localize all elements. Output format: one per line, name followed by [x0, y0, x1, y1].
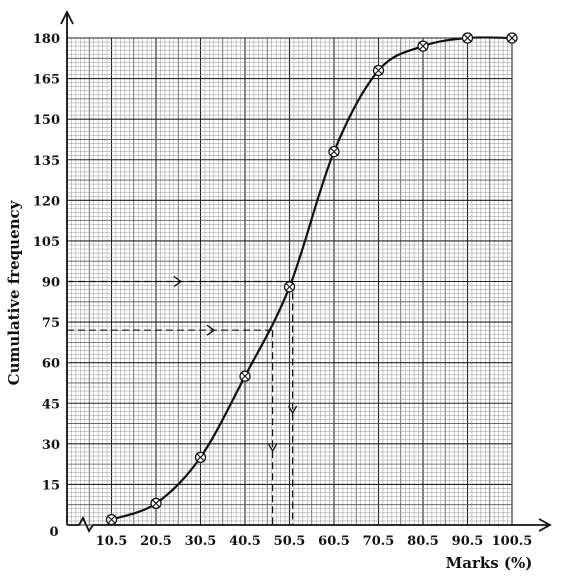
- y-tick-label: 60: [42, 357, 60, 372]
- y-tick-label: 45: [42, 397, 60, 412]
- y-tick-label: 15: [42, 478, 60, 493]
- tick-labels: 10.5 20.5 30.5 40.5 50.5 60.5 70.5 80.5 90.5 100.…: [33, 32, 533, 549]
- y-tick-label: 75: [42, 316, 60, 331]
- data-point: [194, 451, 207, 464]
- y-tick-label: 30: [42, 438, 60, 453]
- graph-paper-grid: [66, 37, 513, 526]
- y-tick-label: 120: [33, 194, 60, 209]
- data-point: [283, 281, 296, 293]
- y-tick-label: 180: [33, 32, 60, 47]
- y-tick-label: 105: [33, 235, 60, 250]
- guide-arrow-right: [206, 324, 216, 336]
- data-point-cross: [419, 42, 427, 50]
- data-points: [105, 32, 518, 526]
- x-tick-label: 30.5: [185, 534, 217, 549]
- origin-label: 0: [49, 525, 58, 540]
- y-tick-label: 150: [33, 113, 60, 128]
- data-point-cross: [374, 66, 383, 75]
- guide-arrow-down: [268, 443, 278, 453]
- data-point: [150, 497, 162, 510]
- x-tick-label: 70.5: [363, 534, 395, 549]
- ogive-curve-layer: [111, 36, 513, 521]
- axes: [60, 9, 552, 533]
- data-point-cross: [285, 283, 294, 291]
- x-tick-label: 40.5: [229, 534, 261, 549]
- x-tick-label: 50.5: [274, 534, 306, 549]
- data-point-cross: [330, 147, 338, 156]
- data-point-cross: [196, 453, 205, 462]
- ogive-curve: [111, 36, 513, 521]
- x-axis-label: Marks (%): [446, 554, 533, 572]
- y-tick-label: 135: [33, 154, 60, 169]
- data-point-cross: [463, 34, 472, 42]
- x-tick-label: 10.5: [96, 534, 128, 549]
- x-tick-label: 20.5: [140, 534, 172, 549]
- data-point: [461, 32, 474, 44]
- data-point: [239, 370, 251, 382]
- x-axis-line: [67, 516, 548, 533]
- y-tick-label: 90: [42, 276, 60, 291]
- guide-arrow-right: [173, 275, 183, 288]
- guide-arrow-down: [288, 405, 298, 415]
- data-point-cross: [508, 34, 516, 42]
- data-point-cross: [107, 515, 116, 524]
- reading-guides: [67, 275, 298, 525]
- x-tick-label: 100.5: [492, 534, 533, 549]
- data-point: [328, 145, 340, 158]
- x-tick-label: 80.5: [407, 534, 439, 549]
- data-point: [417, 40, 429, 52]
- data-point: [372, 64, 385, 77]
- x-tick-label: 60.5: [318, 534, 350, 549]
- data-point-cross: [152, 499, 160, 508]
- x-axis-arrow: [538, 518, 552, 532]
- y-axis-arrow: [60, 9, 74, 25]
- data-point-cross: [241, 372, 249, 380]
- y-axis-label: Cumulative frequency: [5, 199, 23, 385]
- y-tick-label: 165: [33, 73, 60, 88]
- data-point: [105, 513, 118, 526]
- data-point: [506, 32, 518, 44]
- x-tick-label: 90.5: [452, 534, 484, 549]
